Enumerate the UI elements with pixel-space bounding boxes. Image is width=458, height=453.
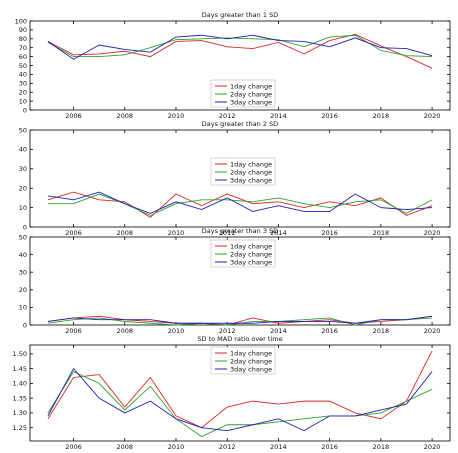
x-tick-label: 2016 [321,229,338,237]
plot-frame [29,344,451,442]
chart-title: Days greater than 2 SD [202,120,278,128]
legend-label: 3day change [230,365,272,373]
y-tick-label: 10 [19,304,27,312]
y-tick-label: 60 [19,53,27,61]
y-tick-label: 1.50 [13,350,27,358]
series-line-3 [47,191,433,214]
y-tick-label: 0 [23,321,27,329]
legend-label: 1day change [230,349,272,357]
legend-label: 2day change [230,357,272,365]
x-tick-label: 2018 [373,112,390,120]
legend-label: 2day change [230,168,272,176]
x-tick-label: 2008 [116,443,133,451]
x-tick-label: 2012 [219,229,236,237]
x-tick-label: 2006 [65,229,82,237]
x-tick-label: 2008 [116,112,133,120]
y-tick-label: 90 [19,26,27,34]
y-tick-label: 30 [19,80,27,88]
y-tick-label: 40 [19,71,27,79]
y-tick-label: 40 [19,251,27,259]
y-tick-label: 40 [19,146,27,154]
plot-frame [29,129,451,228]
legend-label: 3day change [230,98,272,106]
legend-label: 2day change [230,90,272,98]
x-tick-label: 2010 [168,112,185,120]
x-tick-label: 2016 [321,327,338,335]
x-tick-label: 2020 [424,112,441,120]
legend-label: 1day change [230,82,272,90]
chart-panel-2: Days greater than 2 SD 0 10 20 30 40 50 2006 200… [19,120,451,237]
x-tick-label: 2008 [116,229,133,237]
y-tick-label: 10 [19,204,27,212]
y-tick-label: 30 [19,269,27,277]
y-tick-label: 30 [19,165,27,173]
x-tick-label: 2006 [65,112,82,120]
x-tick-label: 2006 [65,327,82,335]
y-tick-label: 80 [19,35,27,43]
series-line-1 [47,350,433,429]
y-tick-label: 0 [23,223,27,231]
y-tick-label: 70 [19,44,27,52]
x-tick-label: 2012 [219,112,236,120]
x-tick-label: 2016 [321,443,338,451]
x-tick-label: 2010 [168,327,185,335]
legend-label: 2day change [230,250,272,258]
series-line-3 [47,367,433,432]
x-tick-label: 2020 [424,327,441,335]
x-tick-label: 2020 [424,443,441,451]
series-line-2 [47,371,433,438]
plot-frame [29,236,451,326]
x-tick-label: 2012 [219,443,236,451]
y-tick-label: 20 [19,286,27,294]
y-tick-label: 1.25 [13,424,27,432]
chart-panel-1: Days greater than 1 SD 010203040506070809… [15,11,451,120]
chart-title: Days greater than 1 SD [202,11,278,19]
y-tick-label: 10 [19,97,27,105]
y-tick-label: 50 [19,126,27,134]
y-tick-label: 100 [15,17,27,25]
x-tick-label: 2018 [373,443,390,451]
x-tick-label: 2010 [168,443,185,451]
x-tick-label: 2016 [321,112,338,120]
series-line-1 [47,191,433,218]
y-tick-label: 1.30 [13,409,27,417]
legend-label: 1day change [230,242,272,250]
legend-label: 3day change [230,176,272,184]
chart-title: Days greater than 3 SD [202,227,278,235]
y-tick-label: 0 [23,106,27,114]
x-tick-label: 2010 [168,229,185,237]
x-tick-label: 2018 [373,327,390,335]
x-tick-label: 2014 [270,327,287,335]
series-line-3 [47,34,433,60]
x-tick-label: 2018 [373,229,390,237]
x-tick-label: 2006 [65,443,82,451]
x-tick-label: 2014 [270,443,287,451]
x-tick-label: 2008 [116,327,133,335]
y-tick-label: 20 [19,89,27,97]
y-tick-label: 1.35 [13,394,27,402]
y-tick-label: 20 [19,185,27,193]
chart-panel-3: Days greater than 3 SD 0 10 20 30 40 50 2006 200… [19,227,451,335]
chart-panel-4: SD to MAD ratio over time 1.25 1.30 1.35 1.4… [13,335,451,451]
x-tick-label: 2014 [270,229,287,237]
series-line-1 [47,33,433,69]
legend-label: 1day change [230,160,272,168]
y-tick-label: 50 [19,62,27,70]
x-tick-label: 2012 [219,327,236,335]
legend-label: 3day change [230,258,272,266]
x-tick-label: 2014 [270,112,287,120]
x-tick-label: 2020 [424,229,441,237]
y-tick-label: 1.45 [13,365,27,373]
chart-title: SD to MAD ratio over time [197,335,282,343]
y-tick-label: 50 [19,233,27,241]
y-tick-label: 1.40 [13,380,27,388]
series-line-3 [47,315,433,324]
